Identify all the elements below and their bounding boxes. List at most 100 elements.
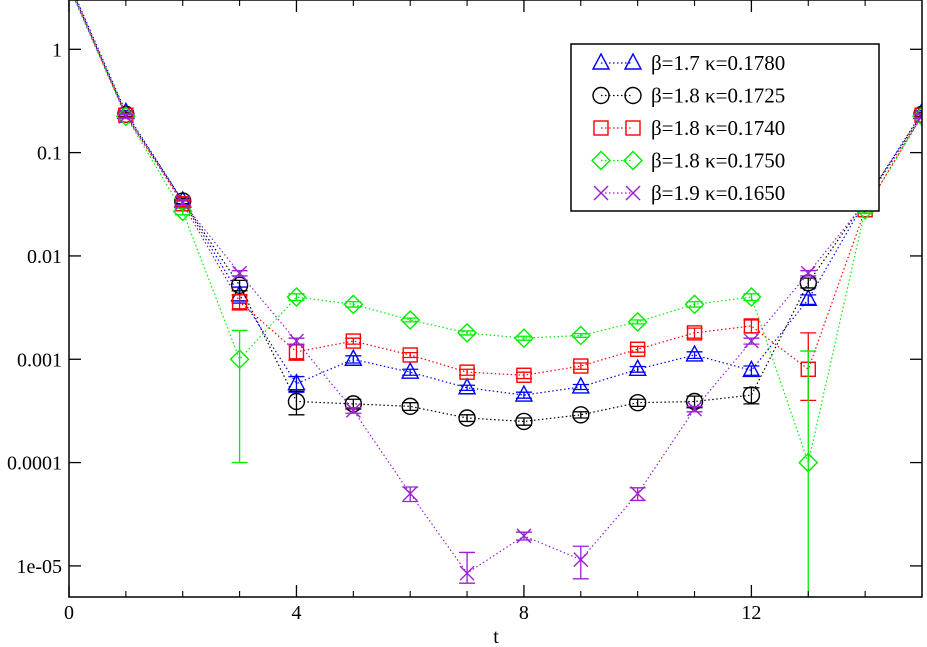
y-tick-label: 0.0001 [7,453,62,475]
data-point [627,311,648,332]
error-bar [345,337,362,345]
error-bar [572,411,589,419]
error-bar [800,294,817,305]
error-bar [231,329,248,464]
error-bar [515,391,532,399]
error-bar [459,330,476,336]
data-point [573,358,589,374]
data-point [459,565,475,581]
error-bar [800,350,817,597]
x-tick-label: 12 [741,602,761,624]
data-point [914,107,922,123]
error-bar [686,327,703,339]
data-point [402,347,418,363]
legend-marker [593,185,609,201]
data-point [514,384,534,402]
data-point [800,265,816,281]
error-bar [572,545,589,580]
error-bar [515,371,532,380]
data-point [229,349,250,370]
data-point [118,108,134,124]
legend-marker [623,150,643,171]
legend-label: β=1.7 κ=0.1780 [651,51,785,75]
data-point [343,294,364,315]
data-point [231,294,248,310]
error-bar [402,368,419,376]
data-point [400,309,421,330]
y-tick-label: 1 [52,39,62,61]
x-axis-title: t [493,626,499,647]
data-point [115,106,136,127]
data-point [572,406,590,424]
data-point [516,528,532,544]
error-bar [459,368,476,376]
plot-frame [68,0,923,598]
data-point [232,265,248,281]
data-point [287,373,306,391]
data-point [743,333,759,349]
legend-entry-2: β=1.8 κ=0.1725 [592,84,785,108]
data-point [288,344,305,360]
legend-marker [593,120,609,136]
legend-marker [625,120,641,136]
y-tick-label: 0.001 [17,349,62,371]
data-point [742,386,761,404]
data-point [402,486,418,502]
legend-label: β=1.8 κ=0.1750 [651,149,785,173]
data-point [914,108,922,124]
legend-label: β=1.9 κ=0.1650 [651,181,785,205]
data-point [286,287,307,308]
series-line-2 [75,0,922,423]
legend-marker [625,185,641,201]
data-point [685,344,704,362]
legend-marker [591,150,611,171]
legend-entry-5: β=1.9 κ=0.1650 [593,181,785,205]
data-point [344,348,363,366]
data-point [457,322,478,343]
data-point [287,392,306,411]
data-point [401,361,420,379]
x-tick-label: 4 [291,602,301,624]
data-point [345,333,362,349]
data-point [459,364,475,380]
error-bar [459,384,476,392]
legend: β=1.7 κ=0.1780 β=1.8 κ=0.1725 β=1.8 κ=0.17… [570,43,880,212]
error-bar [572,383,589,391]
error-bar [686,351,703,360]
data-point [515,412,533,431]
error-bar [629,365,646,373]
data-point [458,409,476,427]
data-point [457,377,477,395]
error-bar [743,365,760,376]
axes-layer: 0 4 8 12 1 0.1 0.01 0.001 0.0001 1e-05 [7,0,922,624]
legend-marker [624,86,642,105]
data-point [570,325,591,346]
error-bar [402,402,419,412]
data-point [118,107,134,123]
data-point [401,397,419,416]
data-point [628,358,647,376]
data-point [684,294,705,315]
legend-marker [592,86,610,105]
legend-entry-1: β=1.7 κ=0.1780 [591,51,785,75]
error-bar [629,345,646,353]
y-tick-label: 1e-05 [16,556,62,578]
data-point [629,341,646,357]
legend-label: β=1.8 κ=0.1725 [651,84,785,108]
data-point [628,393,647,412]
error-bar [515,335,532,341]
error-bar [629,398,646,408]
legend-label: β=1.8 κ=0.1740 [651,116,785,140]
error-bar [572,332,589,338]
data-point [799,288,818,307]
legend-entry-4: β=1.8 κ=0.1750 [591,149,785,173]
y-tick-label: 0.01 [27,246,62,268]
data-point [741,287,762,308]
legend-entry-3: β=1.8 κ=0.1740 [593,116,785,140]
series-line-5 [74,0,922,575]
error-bar [459,414,476,423]
x-tick-label: 8 [519,602,529,624]
error-bar [629,319,646,325]
data-point [686,325,703,341]
